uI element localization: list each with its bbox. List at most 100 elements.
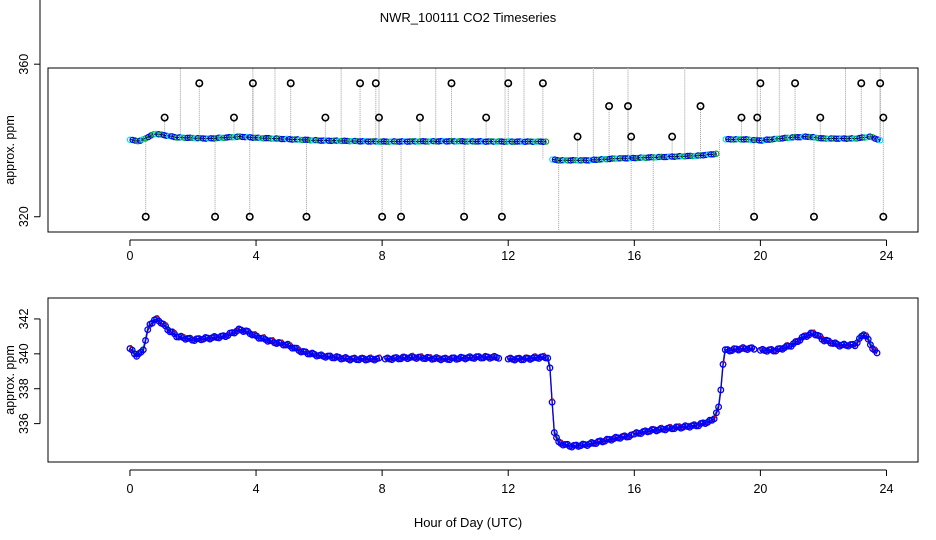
series-point <box>142 337 149 344</box>
x-tick-label: 4 <box>253 482 260 496</box>
series-point-red <box>552 398 555 401</box>
plot-area <box>126 11 888 232</box>
series-point-red <box>543 352 546 355</box>
spike-point <box>229 113 238 122</box>
spike-point <box>876 79 885 88</box>
series-point-red <box>420 353 423 356</box>
x-tick-label: 16 <box>627 249 641 263</box>
series-point <box>715 403 723 411</box>
series-point-red <box>281 339 284 342</box>
series-point-red <box>289 342 293 345</box>
spike-point <box>482 113 491 122</box>
spike-point <box>415 113 424 122</box>
series-point-red <box>429 353 432 357</box>
spike-point <box>682 30 688 36</box>
y-tick-label: 342 <box>17 308 31 329</box>
spike-point <box>718 231 721 232</box>
spike-point <box>816 113 825 122</box>
series-point-red <box>722 360 726 363</box>
series-point <box>544 354 552 362</box>
spike-point <box>460 212 469 221</box>
spike-point <box>195 79 204 88</box>
spike-point <box>750 212 759 221</box>
series-point-red <box>156 314 159 318</box>
series-line <box>507 355 632 448</box>
x-tick-label: 16 <box>627 482 641 496</box>
series-point-red <box>813 329 816 332</box>
series-line <box>633 346 755 435</box>
series-point <box>673 423 680 431</box>
spike-point <box>737 113 746 122</box>
series-point <box>603 435 611 443</box>
spike-point <box>629 231 633 232</box>
spike-point <box>248 79 257 88</box>
spike-point <box>447 79 456 88</box>
spike-point <box>627 132 636 141</box>
y-axis-label: approx. ppm <box>3 115 17 184</box>
series-point <box>717 386 725 394</box>
series-point <box>255 334 263 342</box>
x-tick-label: 12 <box>501 249 515 263</box>
series-point-red <box>165 322 168 325</box>
x-tick-label: 24 <box>880 249 894 263</box>
series-line <box>507 353 632 446</box>
y-tick-label: 320 <box>17 206 31 227</box>
spike-point <box>776 11 782 17</box>
spike-point <box>756 79 765 88</box>
spike-point <box>374 113 383 122</box>
plot-frame <box>47 297 919 463</box>
spike-point <box>521 11 527 17</box>
series-point-red <box>298 346 302 350</box>
figure-title: NWR_100111 CO2 Timeseries <box>379 10 557 25</box>
series-point-red <box>378 354 382 357</box>
spike-point <box>590 30 596 36</box>
spike-point <box>696 102 705 111</box>
series-point <box>139 346 147 354</box>
spike-point <box>504 79 513 88</box>
series-point <box>279 341 287 349</box>
y-tick-label: 336 <box>17 413 31 434</box>
series-line <box>129 317 380 361</box>
x-tick-label: 8 <box>379 482 386 496</box>
spike-point <box>753 113 762 122</box>
bottom-panel: 0 4 8 12 16 20 24 336 338 340 342 approx. ppm <box>3 297 919 496</box>
x-tick-label: 0 <box>126 482 133 496</box>
series-point-red <box>874 346 877 349</box>
series-point-red <box>272 337 275 340</box>
series-point-red <box>263 334 266 337</box>
x-tick-label: 24 <box>880 482 894 496</box>
series-point <box>864 335 872 343</box>
x-tick-label: 12 <box>501 482 515 496</box>
top-panel: 04812162024320360400approx. ppm <box>3 0 919 263</box>
series-line <box>507 357 632 450</box>
series-point-red <box>129 344 133 348</box>
spike-point <box>321 113 330 122</box>
baseline-point <box>710 151 717 158</box>
y-tick-label: 360 <box>17 54 31 75</box>
spike-point <box>378 212 387 221</box>
baseline-point <box>542 138 550 145</box>
spike-point <box>557 231 560 232</box>
x-tick-label: 8 <box>379 249 386 263</box>
spike-point <box>397 212 406 221</box>
y-axis-label: approx. ppm <box>3 345 17 414</box>
series-point <box>706 416 714 424</box>
spike-point <box>809 212 818 221</box>
spike-point <box>623 102 632 111</box>
spike-point <box>286 79 295 88</box>
spike-point <box>141 212 150 221</box>
x-tick-label: 4 <box>253 249 260 263</box>
spike-point <box>497 212 506 221</box>
spike-point <box>433 11 439 17</box>
x-tick-label: 0 <box>126 249 133 263</box>
baseline-point <box>866 133 874 140</box>
y-tick-label: 338 <box>17 378 31 399</box>
series-point <box>873 349 881 357</box>
spike-point <box>538 79 547 88</box>
spike-point <box>160 113 169 122</box>
spike-point <box>371 79 380 88</box>
series-point <box>546 364 554 372</box>
spike-point <box>272 11 278 17</box>
spike-point <box>668 132 677 141</box>
